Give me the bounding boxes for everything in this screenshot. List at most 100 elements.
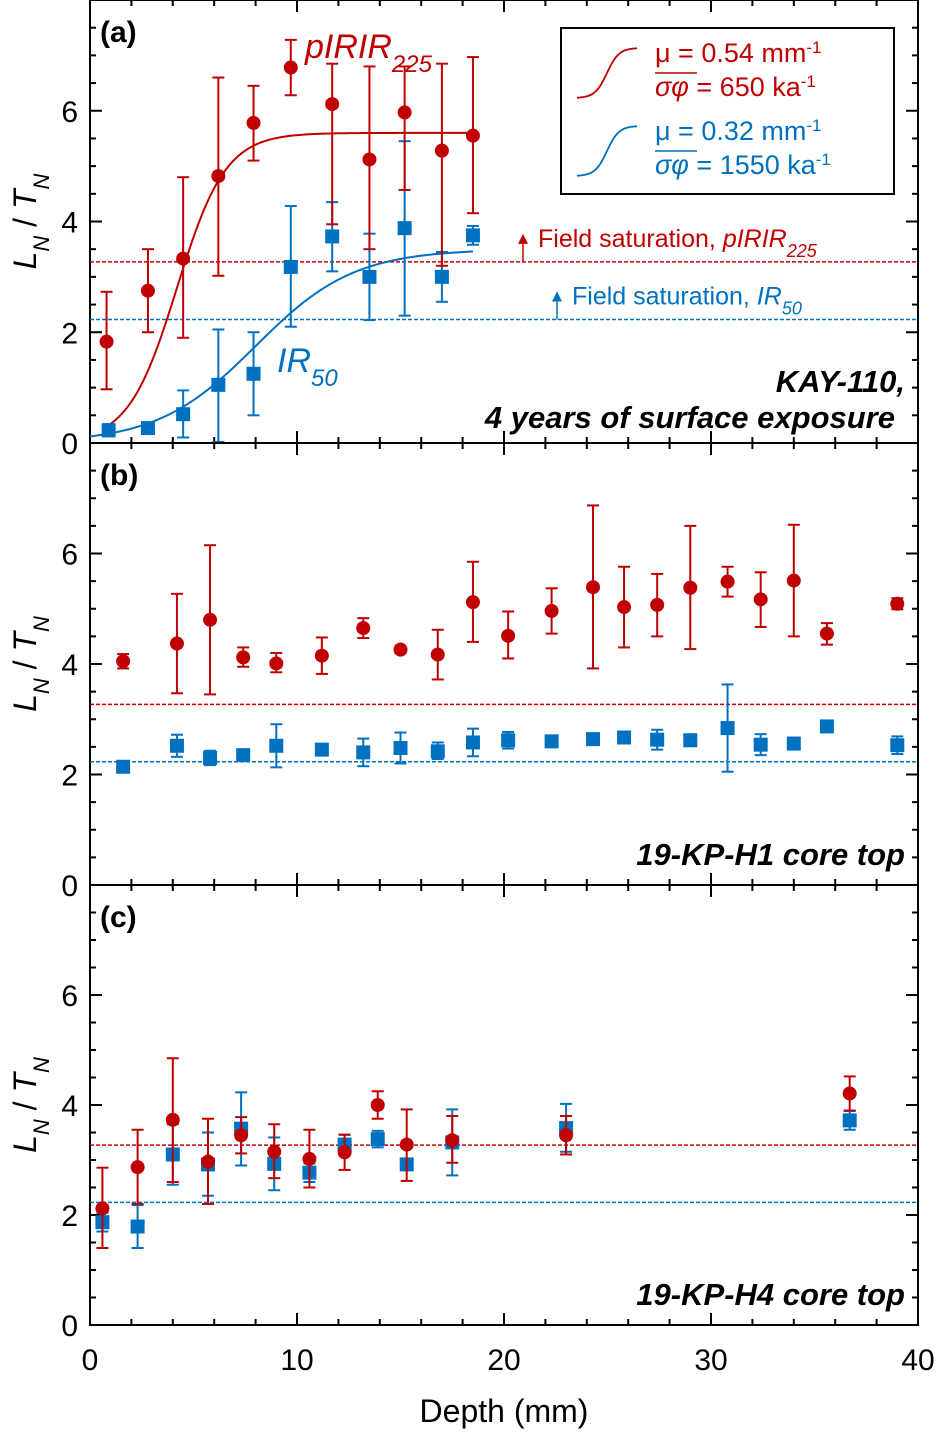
y-tick-label: 4 <box>61 1090 78 1123</box>
ir50-sat-sub: 50 <box>782 299 802 319</box>
pirir225-point <box>356 621 371 636</box>
legend-ir50-curve <box>576 125 638 177</box>
ir50-point <box>397 221 412 236</box>
y-title-l: L <box>7 252 43 270</box>
panel-label: (b) <box>100 459 138 492</box>
sample-label: 19-KP-H1 core top <box>636 837 905 872</box>
ir50-point <box>101 423 116 438</box>
y-axis-title: LN / TN <box>7 173 54 269</box>
ir50-point <box>362 269 377 284</box>
pirir225-series-label: pIRIR225 <box>304 28 433 78</box>
ir50-point <box>269 738 284 753</box>
y-tick-label: 6 <box>61 980 78 1013</box>
y-title-slash: / <box>7 652 43 679</box>
pirir225-point <box>786 573 801 588</box>
pirir225-point <box>116 654 131 669</box>
ir50-point <box>140 421 155 436</box>
pirir225-point <box>99 334 114 349</box>
ir50-point <box>246 366 261 381</box>
ir50-point <box>617 730 632 745</box>
legend-pirir-rate-text: σφ = 650 ka-1 <box>655 72 816 103</box>
ir50-point <box>465 228 480 243</box>
ir50-point <box>430 744 445 759</box>
panel-frame <box>89 442 919 886</box>
legend-ir50-sigma: σφ <box>655 150 689 180</box>
pirir225-point <box>650 597 665 612</box>
legend-pirir-rate-exp: -1 <box>801 72 816 91</box>
ir50-point <box>203 750 218 765</box>
panel-frame <box>89 884 919 1326</box>
pirir225-point <box>720 574 735 589</box>
legend-pirir-rate-value: = 650 ka <box>689 72 802 102</box>
y-tick-label: 4 <box>61 207 78 240</box>
pirir225-point <box>267 1144 282 1159</box>
ir50-sub: 50 <box>311 365 338 392</box>
legend-pirir-mu-text: μ = 0.54 mm-1 <box>655 38 822 69</box>
pirir225-point <box>130 1160 145 1175</box>
ir50-point <box>393 740 408 755</box>
pirir225-point <box>314 648 329 663</box>
panel-label: (a) <box>100 16 137 49</box>
y-title-sub-n: N <box>29 678 54 694</box>
pirir225-point <box>434 143 449 158</box>
pirir225-point <box>842 1086 857 1101</box>
pirir225-point <box>140 283 155 298</box>
y-tick-label: 0 <box>61 428 78 461</box>
y-tick-label: 0 <box>61 1310 78 1343</box>
pirir225-point <box>397 105 412 120</box>
ir50-main: IR <box>277 342 311 380</box>
pirir225-point <box>362 152 377 167</box>
pirir225-point <box>165 1112 180 1127</box>
pirir225-point <box>445 1133 460 1148</box>
x-tick-label: 40 <box>901 1344 934 1377</box>
ir50-point <box>650 732 665 747</box>
ir50-point <box>169 738 184 753</box>
y-title-sub-n: N <box>29 1119 54 1135</box>
y-tick-label: 6 <box>61 96 78 129</box>
y-title-sub-n2: N <box>29 1057 54 1073</box>
pirir-sat-prefix: Field saturation, <box>538 225 723 253</box>
ir50-point <box>325 229 340 244</box>
pirir225-point <box>370 1098 385 1112</box>
pirir225-point <box>169 636 184 651</box>
pirir-sat-sub: 225 <box>786 241 818 261</box>
pirir225-point <box>234 1128 249 1143</box>
ir50-point <box>786 736 801 751</box>
ir50-point <box>370 1132 385 1147</box>
ir50-point <box>434 269 449 284</box>
y-title-l: L <box>7 694 43 712</box>
pirir225-point <box>393 642 408 657</box>
pirir225-point <box>325 97 340 112</box>
y-tick-label: 2 <box>61 317 78 350</box>
ir50-point <box>720 721 735 736</box>
pirir225-point <box>269 656 284 671</box>
y-axis-title: LN / TN <box>7 616 54 712</box>
x-tick-label: 30 <box>694 1344 727 1377</box>
pirir225-point <box>95 1201 110 1216</box>
y-title-t: T <box>7 187 43 209</box>
pirir225-point <box>465 595 480 610</box>
pirir-sat-main: pIRIR <box>722 225 787 253</box>
sample-label: 19-KP-H4 core top <box>636 1277 905 1312</box>
ir50-point <box>586 732 601 747</box>
ir50-point <box>211 377 226 392</box>
pirir225-point <box>544 603 559 618</box>
pirir-sub: 225 <box>391 51 433 78</box>
ir50-point <box>501 733 516 748</box>
ir50-point <box>176 407 191 422</box>
ir50-point <box>683 733 698 748</box>
legend-pirir-mu-exp: -1 <box>806 38 821 57</box>
y-tick-label: 4 <box>61 649 78 682</box>
sample-label-line1: KAY-110, <box>776 364 905 399</box>
pirir225-point <box>236 650 251 665</box>
pirir225-point <box>819 626 834 641</box>
ir50-point <box>236 748 251 763</box>
ir50-point <box>890 738 905 753</box>
ir50-point <box>842 1113 857 1128</box>
legend-ir50-mu-value: μ = 0.32 mm <box>655 116 806 146</box>
y-title-slash: / <box>7 1093 43 1120</box>
y-title-t: T <box>7 1071 43 1093</box>
pirir225-point <box>283 60 298 75</box>
